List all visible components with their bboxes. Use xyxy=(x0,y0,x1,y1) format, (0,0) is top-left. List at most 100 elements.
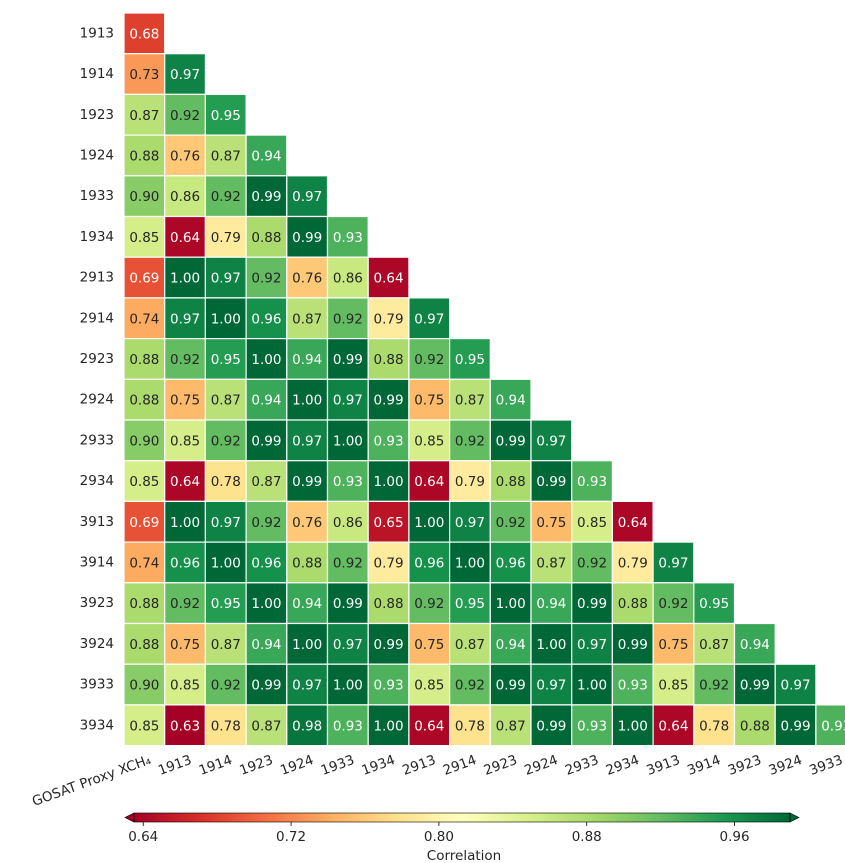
cell-label: 0.87 xyxy=(455,637,485,653)
cell-label: 0.94 xyxy=(251,637,281,653)
row-label: 3934 xyxy=(80,717,114,733)
cell xyxy=(530,663,573,706)
cell xyxy=(164,704,206,747)
cell-label: 1.00 xyxy=(333,678,363,694)
cell xyxy=(164,460,206,503)
cell-label: 0.99 xyxy=(333,352,363,368)
cell xyxy=(571,622,614,665)
cell-label: 1.00 xyxy=(251,596,281,612)
cell-label: 0.99 xyxy=(292,474,322,490)
cell xyxy=(489,460,532,503)
cell-label: 0.75 xyxy=(658,637,688,653)
cell xyxy=(408,460,451,503)
cell-label: 0.99 xyxy=(536,474,566,490)
colorbar-label: Correlation xyxy=(427,848,501,863)
cell xyxy=(611,500,654,543)
column-label: 2914 xyxy=(441,752,479,779)
cell xyxy=(164,175,206,218)
cell-label: 0.85 xyxy=(129,474,159,490)
cell xyxy=(652,622,695,665)
cell xyxy=(652,541,695,584)
cell-label: 0.93 xyxy=(333,718,363,734)
cell-label: 0.96 xyxy=(251,555,281,571)
cell-label: 1.00 xyxy=(170,515,200,531)
cell xyxy=(204,704,247,747)
cell xyxy=(245,175,288,218)
cell xyxy=(123,256,166,299)
cell xyxy=(123,12,166,55)
cell xyxy=(571,663,614,706)
cell-label: 0.92 xyxy=(211,433,241,449)
column-label: 3914 xyxy=(685,752,723,779)
colorbar-tick-label: 0.72 xyxy=(276,829,306,845)
cell-label: 1.00 xyxy=(374,474,404,490)
cell xyxy=(367,541,410,584)
cell-label: 0.95 xyxy=(455,596,485,612)
column-label: 2924 xyxy=(522,752,560,779)
cell-label: 0.92 xyxy=(211,189,241,205)
cell-label: 0.88 xyxy=(292,555,322,571)
cell-label: 0.92 xyxy=(251,515,281,531)
row-label: 1914 xyxy=(80,66,114,82)
cell xyxy=(530,622,573,665)
cell xyxy=(449,338,491,380)
cell-label: 0.88 xyxy=(129,637,159,653)
cell-label: 0.96 xyxy=(496,555,526,571)
cell-label: 1.00 xyxy=(251,352,281,368)
cell-label: 1.00 xyxy=(333,433,363,449)
cell xyxy=(123,622,166,665)
cell-label: 0.69 xyxy=(129,271,159,287)
cell-label: 0.99 xyxy=(496,678,526,694)
cell-label: 1.00 xyxy=(292,393,322,409)
cell-label: 0.85 xyxy=(658,678,688,694)
cell-label: 0.64 xyxy=(618,515,648,531)
row-label: 1923 xyxy=(80,107,114,123)
cell-label: 0.87 xyxy=(536,555,566,571)
cell xyxy=(571,541,614,584)
cell-label: 0.79 xyxy=(374,311,404,327)
cell xyxy=(204,93,247,136)
cell-label: 0.65 xyxy=(374,515,404,531)
cell xyxy=(449,378,491,421)
cell-label: 0.68 xyxy=(129,26,159,42)
row-label: 1913 xyxy=(80,25,114,41)
cell-label: 0.79 xyxy=(455,474,485,490)
cell-label: 0.94 xyxy=(292,352,322,368)
cell xyxy=(204,622,247,665)
cell-label: 1.00 xyxy=(170,271,200,287)
cell xyxy=(449,704,491,747)
row-label: 2924 xyxy=(80,392,114,408)
cell-label: 0.99 xyxy=(251,433,281,449)
cell xyxy=(204,582,247,625)
colorbar-tick-label: 0.64 xyxy=(128,829,158,845)
row-label: 3923 xyxy=(80,595,114,611)
cell xyxy=(489,704,532,747)
cell-label: 0.87 xyxy=(211,393,241,409)
column-label: 2933 xyxy=(563,752,601,779)
cell-label: 0.76 xyxy=(170,148,200,164)
column-label: 3923 xyxy=(726,752,764,779)
cell-label: 0.88 xyxy=(374,352,404,368)
cell-label: 0.78 xyxy=(455,718,485,734)
cell-label: 0.99 xyxy=(740,678,770,694)
cell-label: 0.99 xyxy=(374,637,404,653)
cell-label: 0.74 xyxy=(129,555,159,571)
cell-label: 0.76 xyxy=(292,271,322,287)
cell-label: 0.96 xyxy=(170,555,200,571)
column-label: 2923 xyxy=(482,752,520,779)
cell-label: 0.99 xyxy=(251,678,281,694)
cell-label: 0.85 xyxy=(129,718,159,734)
cell-label: 0.97 xyxy=(536,678,566,694)
row-label: 1934 xyxy=(80,229,114,245)
cell-label: 0.99 xyxy=(781,718,811,734)
cell xyxy=(367,622,410,665)
cell-label: 0.86 xyxy=(170,189,200,205)
cell-label: 0.95 xyxy=(211,596,241,612)
cell-label: 0.85 xyxy=(414,433,444,449)
cell-label: 0.92 xyxy=(251,271,281,287)
cell xyxy=(367,663,410,706)
cell-label: 0.94 xyxy=(292,596,322,612)
cell-label: 0.93 xyxy=(333,230,363,246)
cell-label: 1.00 xyxy=(618,718,648,734)
cell-label: 0.92 xyxy=(414,596,444,612)
